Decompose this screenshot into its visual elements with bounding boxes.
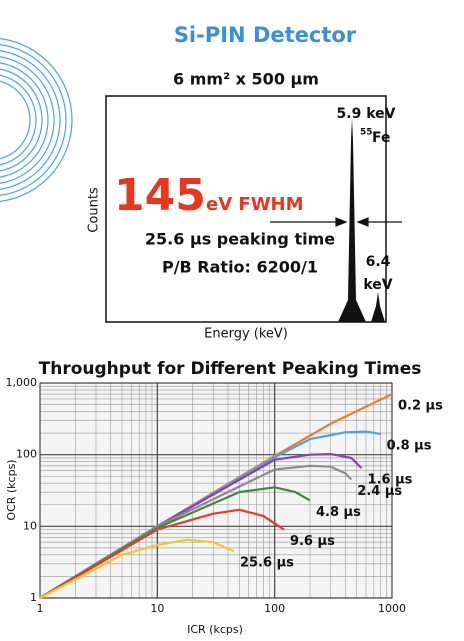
spectrum-frame (105, 95, 387, 323)
series-label: 0.2 µs (398, 399, 443, 414)
x-tick-label: 1000 (378, 602, 406, 615)
peak1-energy: 5.9 keV (337, 106, 396, 122)
decor-arcs (0, 38, 73, 202)
series-line (39, 508, 285, 599)
y-tick-label: 1 (30, 591, 37, 604)
peak1-isotope: Fe (372, 130, 391, 146)
series-label: 2.4 µs (357, 484, 402, 499)
resolution-value: 145 (114, 170, 206, 221)
series-label: 4.8 µs (316, 505, 361, 520)
x-axis-label: ICR (kcps) (187, 623, 243, 636)
spectrum-x-label: Energy (keV) (204, 327, 288, 342)
series-line (39, 486, 311, 599)
chart-title: Throughput for Different Peaking Times (39, 359, 422, 379)
y-tick-label: 100 (16, 448, 37, 461)
resolution-unit: eV FWHM (206, 194, 304, 215)
peaking-time: 25.6 µs peaking time (145, 230, 335, 249)
series-label: 9.6 µs (290, 534, 335, 549)
peak1-isotope-mass: 55 (360, 128, 373, 138)
pb-ratio: P/B Ratio: 6200/1 (162, 258, 318, 277)
series-label: 25.6 µs (240, 556, 294, 571)
y-tick-label: 1,000 (6, 376, 38, 389)
series-label: 1.6 µs (368, 473, 413, 488)
fwhm-arrows (270, 217, 402, 227)
series-label: 0.8 µs (387, 438, 432, 453)
peak2-unit: keV (363, 277, 392, 293)
page-title: Si-PIN Detector (174, 23, 357, 47)
series-line (39, 538, 235, 599)
plot-frame (39, 382, 393, 599)
spectrum-subtitle: 6 mm² x 500 µm (173, 70, 319, 89)
spectrum-y-label: Counts (87, 187, 102, 233)
x-tick-label: 100 (264, 602, 285, 615)
peak-main (338, 118, 366, 322)
y-axis-label: OCR (kcps) (5, 459, 18, 520)
series-line (39, 464, 353, 599)
peak-secondary (371, 292, 385, 322)
peak2-value: 6.4 (366, 254, 391, 270)
x-tick-label: 10 (150, 602, 164, 615)
x-tick-label: 1 (37, 602, 44, 615)
y-tick-label: 10 (23, 519, 37, 532)
